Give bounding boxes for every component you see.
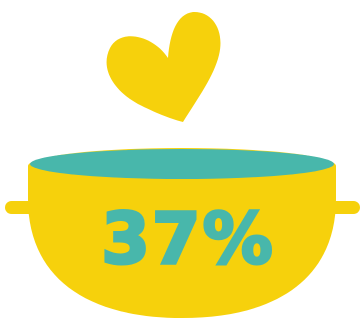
pot-contents bbox=[30, 149, 334, 179]
heart-icon bbox=[106, 11, 221, 122]
percentage-label: 37% bbox=[100, 198, 275, 280]
pot-body bbox=[28, 148, 336, 318]
